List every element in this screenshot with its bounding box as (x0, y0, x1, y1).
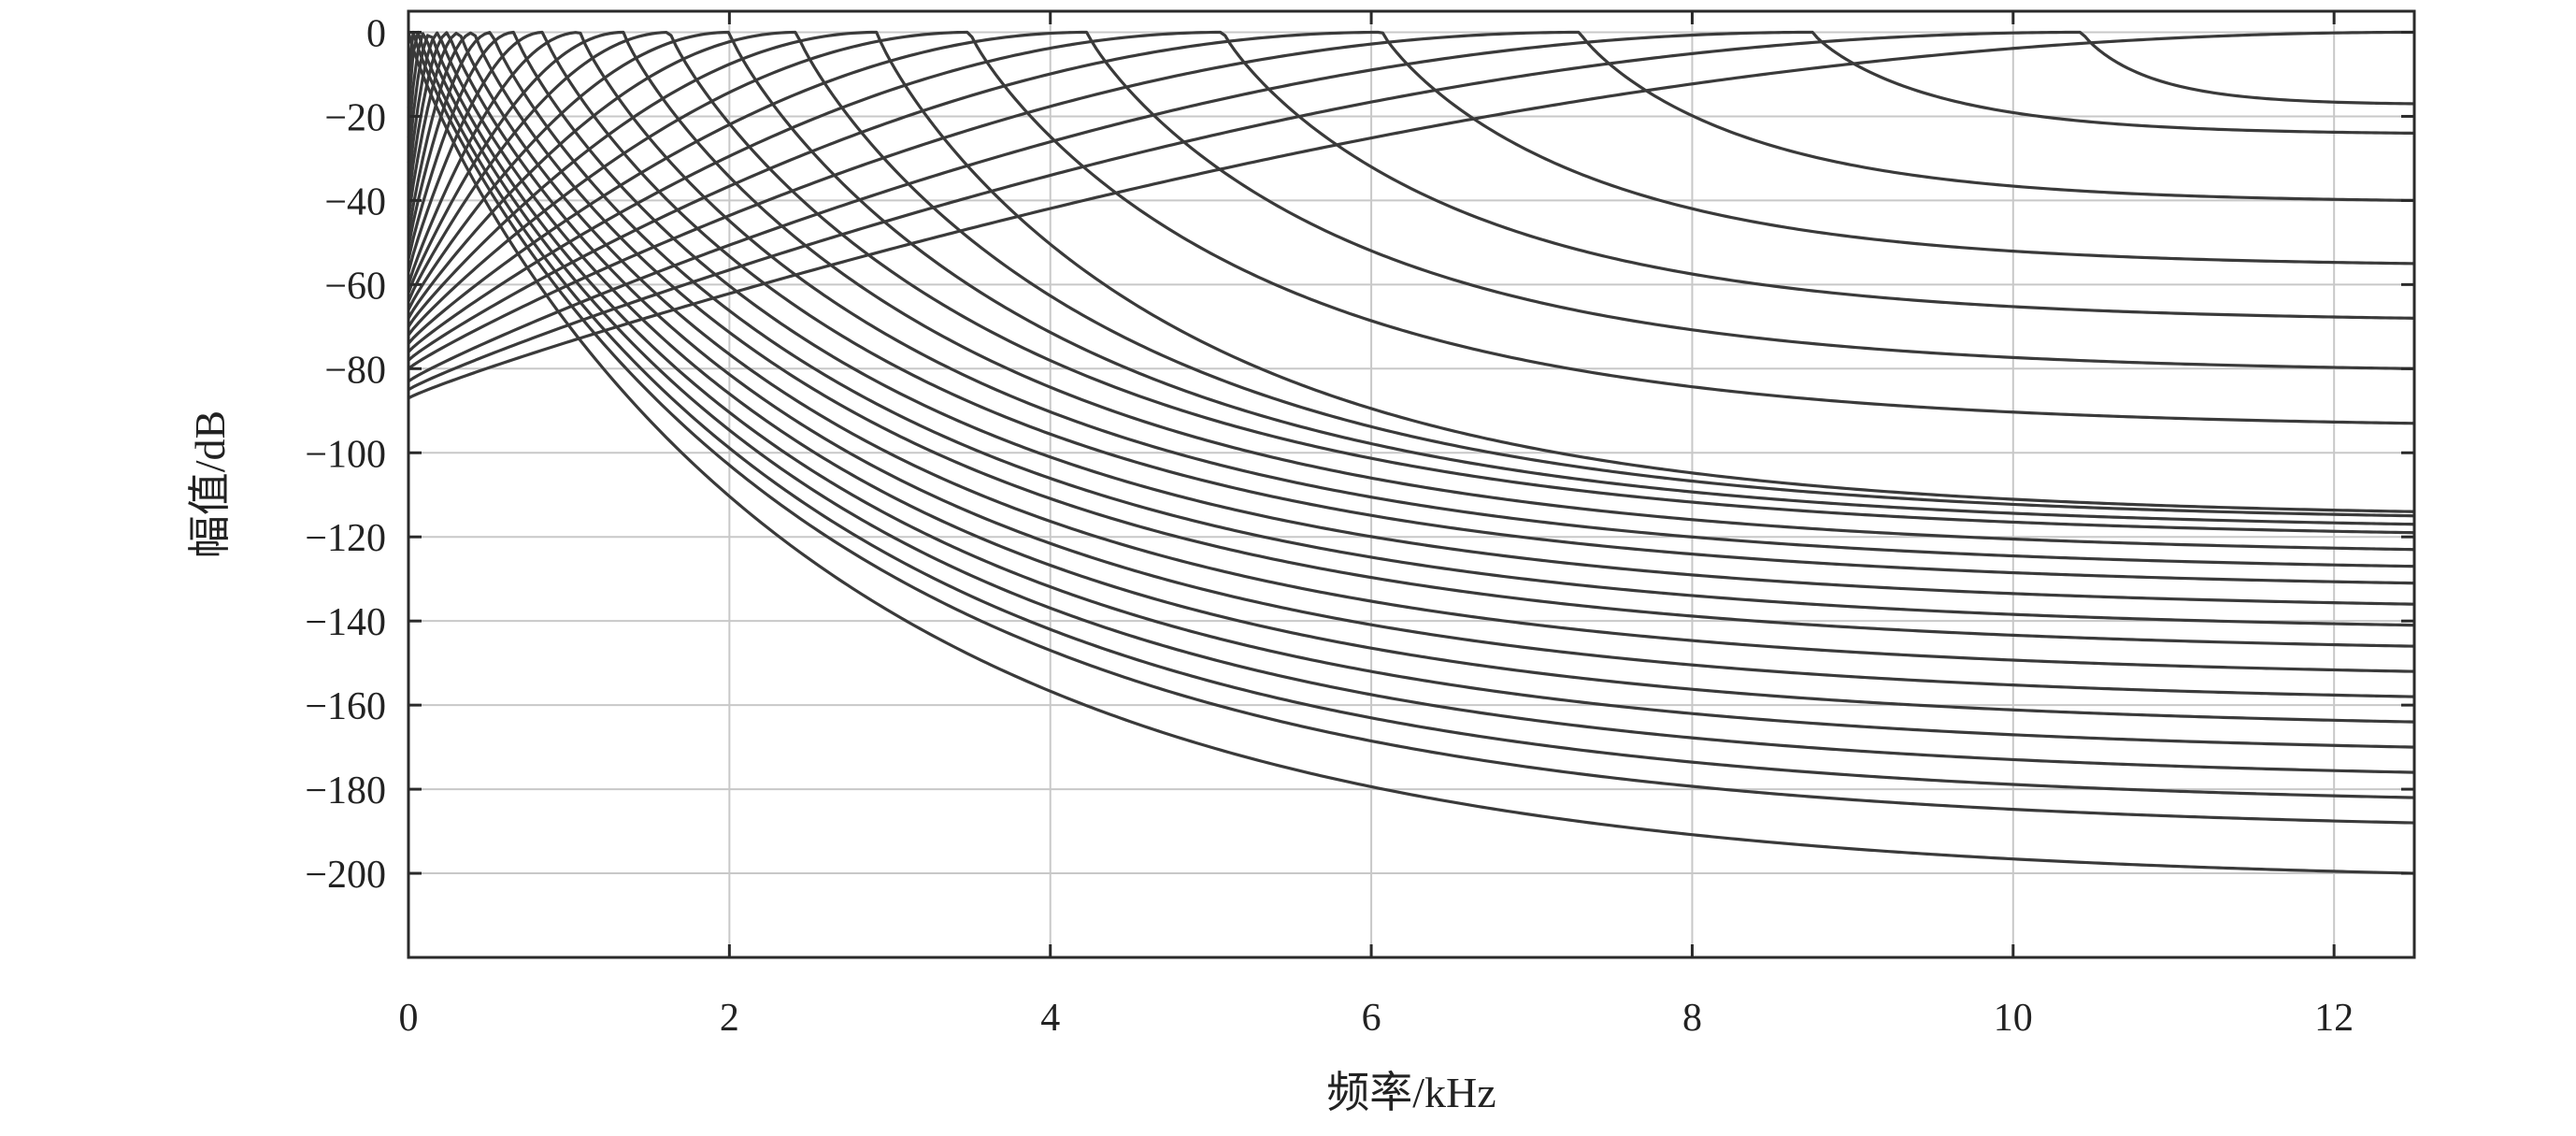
x-axis-label: 频率/kHz (1326, 1069, 1496, 1116)
series-line-1 (407, 30, 2415, 825)
y-tick-label: −160 (305, 685, 386, 728)
y-tick-label: −80 (324, 349, 386, 392)
series-line-2 (407, 30, 2415, 799)
series-line-4 (407, 34, 2415, 749)
series-line-24 (408, 30, 2415, 392)
x-tick-label: 8 (1682, 997, 1702, 1040)
series-line-20 (407, 30, 2415, 353)
series-line-22 (408, 30, 2415, 370)
y-tick-label: −40 (324, 180, 386, 223)
series-line-13 (407, 30, 2415, 552)
series-line-6 (407, 31, 2415, 698)
series-line-0 (407, 32, 2415, 875)
x-tick-label: 12 (2314, 997, 2354, 1040)
series-line-9 (407, 31, 2415, 627)
x-tick-label: 4 (1040, 997, 1060, 1040)
y-tick-label: −100 (305, 433, 386, 476)
x-tick-label: 6 (1362, 997, 1381, 1040)
x-tick-label: 0 (399, 997, 419, 1040)
series-line-16 (407, 30, 2415, 518)
series-line-5 (407, 31, 2415, 724)
plot-frame (407, 9, 2416, 959)
y-tick-label: −200 (305, 854, 386, 897)
y-tick-label: −20 (324, 96, 386, 139)
grid-lines (408, 11, 2414, 957)
axis-ticks: 0 2 4 6 8 10 12 0 −20 −40 −60 −80 −100 −120 −140 −160 −1… (305, 11, 2414, 1040)
y-tick-label: −120 (305, 517, 386, 560)
series-line-8 (407, 31, 2415, 648)
series-line-23 (408, 30, 2415, 383)
y-tick-label: −140 (305, 601, 386, 644)
series-line-19 (407, 30, 2415, 370)
series-line-3 (407, 32, 2415, 774)
y-axis-label: 幅值/dB (186, 410, 234, 558)
x-tick-label: 10 (1994, 997, 2033, 1040)
series-line-11 (407, 30, 2415, 585)
series-line-25 (408, 30, 2414, 400)
y-tick-label: −60 (324, 265, 386, 308)
series-line-17 (407, 30, 2415, 513)
series-line-15 (407, 30, 2415, 526)
series-line-12 (407, 31, 2415, 568)
x-tick-label: 2 (720, 997, 739, 1040)
series-lines (407, 30, 2415, 875)
series-line-21 (407, 30, 2415, 362)
y-tick-label: 0 (366, 12, 386, 55)
series-line-7 (407, 31, 2415, 673)
series-line-18 (407, 30, 2415, 425)
series-line-10 (407, 30, 2415, 606)
series-line-14 (407, 30, 2415, 535)
y-tick-label: −180 (305, 769, 386, 812)
